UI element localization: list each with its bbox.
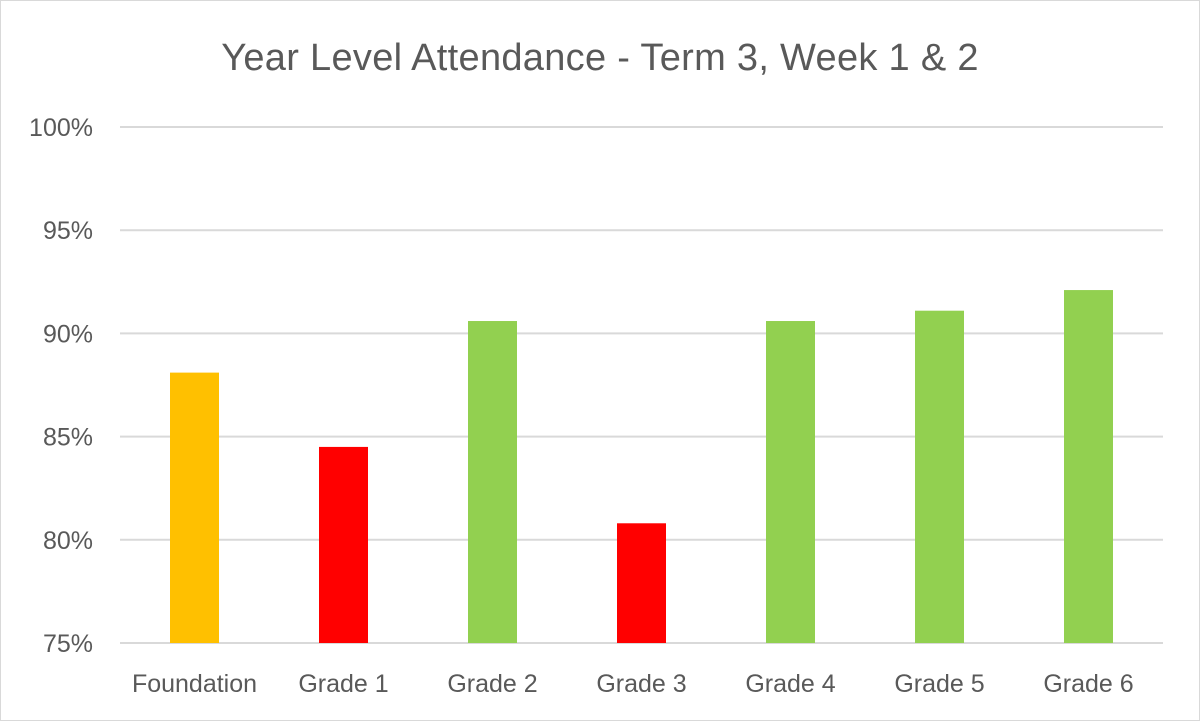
bar-grade-5 <box>915 310 964 643</box>
x-tick-label: Grade 2 <box>447 670 537 698</box>
bar-foundation <box>170 372 219 643</box>
bar-grade-2 <box>468 321 517 643</box>
bar-grade-4 <box>766 321 815 643</box>
x-tick-label: Grade 3 <box>596 670 686 698</box>
y-tick-label: 85% <box>43 424 93 452</box>
bar-grade-3 <box>617 523 666 643</box>
bar-grade-1 <box>319 446 368 643</box>
x-tick-label: Grade 6 <box>1043 670 1133 698</box>
x-tick-label: Grade 5 <box>894 670 984 698</box>
chart-title: Year Level Attendance - Term 3, Week 1 &… <box>221 37 979 79</box>
y-tick-label: 80% <box>43 527 93 555</box>
x-tick-label: Grade 1 <box>298 670 388 698</box>
y-axis-tick-labels: 75% 80% 85% 90% 95% 100% <box>29 114 93 658</box>
y-tick-label: 75% <box>43 630 93 658</box>
y-tick-label: 90% <box>43 320 93 348</box>
y-tick-label: 100% <box>29 114 93 142</box>
x-tick-label: Foundation <box>132 670 257 698</box>
bar-grade-6 <box>1064 290 1113 643</box>
y-tick-label: 95% <box>43 217 93 245</box>
bars <box>170 290 1113 643</box>
x-axis-tick-labels: Foundation Grade 1 Grade 2 Grade 3 Grade 4 Gr… <box>132 670 1134 698</box>
x-tick-label: Grade 4 <box>745 670 835 698</box>
